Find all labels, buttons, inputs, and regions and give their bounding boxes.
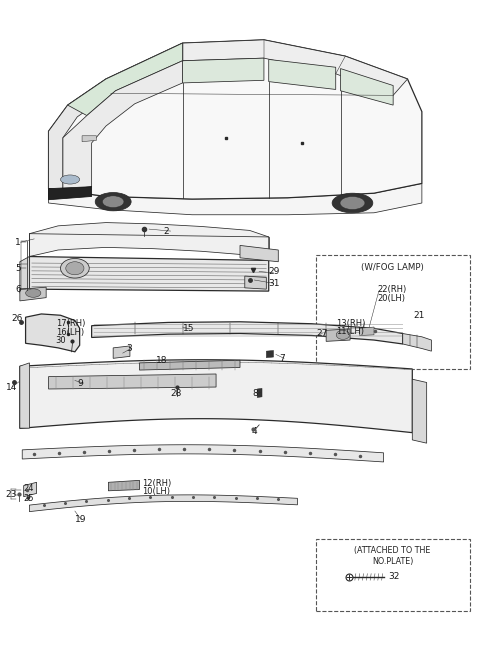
- Polygon shape: [29, 256, 269, 291]
- Ellipse shape: [60, 258, 89, 278]
- Ellipse shape: [102, 196, 124, 207]
- Text: 7: 7: [279, 354, 285, 363]
- Polygon shape: [202, 240, 235, 248]
- Ellipse shape: [340, 196, 365, 209]
- Polygon shape: [326, 329, 350, 341]
- Polygon shape: [266, 351, 274, 358]
- Ellipse shape: [336, 330, 349, 339]
- Text: 15: 15: [182, 324, 194, 334]
- Polygon shape: [245, 276, 266, 289]
- Text: (ATTACHED TO THE
NO.PLATE): (ATTACHED TO THE NO.PLATE): [355, 545, 431, 566]
- Text: 8: 8: [252, 389, 258, 398]
- Polygon shape: [106, 239, 140, 247]
- Text: 28: 28: [170, 389, 182, 398]
- Polygon shape: [68, 43, 182, 116]
- Ellipse shape: [66, 262, 84, 275]
- Text: 22(RH): 22(RH): [378, 284, 407, 294]
- Text: 26: 26: [11, 314, 23, 323]
- Ellipse shape: [95, 192, 131, 211]
- Polygon shape: [403, 334, 432, 351]
- Polygon shape: [48, 183, 422, 215]
- Text: 29: 29: [269, 267, 280, 276]
- Text: 13(RH): 13(RH): [336, 318, 365, 328]
- Text: 24: 24: [24, 485, 34, 493]
- Polygon shape: [92, 322, 403, 344]
- Text: 14: 14: [6, 383, 18, 392]
- Polygon shape: [106, 40, 408, 95]
- Polygon shape: [412, 379, 427, 443]
- Polygon shape: [63, 61, 182, 190]
- Polygon shape: [269, 60, 336, 90]
- Polygon shape: [20, 360, 412, 433]
- Polygon shape: [48, 40, 422, 199]
- Polygon shape: [48, 374, 216, 389]
- Polygon shape: [182, 58, 264, 83]
- Text: 16(LH): 16(LH): [56, 328, 84, 337]
- Polygon shape: [240, 245, 278, 262]
- Text: 25: 25: [24, 494, 34, 503]
- Polygon shape: [20, 363, 29, 428]
- Polygon shape: [360, 327, 374, 336]
- Text: 6: 6: [15, 284, 21, 294]
- Polygon shape: [48, 79, 111, 190]
- Polygon shape: [154, 237, 187, 245]
- Text: 1: 1: [15, 237, 21, 247]
- Text: 11(LH): 11(LH): [336, 327, 364, 336]
- Text: 21: 21: [413, 311, 425, 320]
- Polygon shape: [24, 482, 36, 496]
- Polygon shape: [108, 481, 140, 490]
- Text: 5: 5: [15, 264, 21, 273]
- Polygon shape: [29, 495, 298, 511]
- Text: 19: 19: [75, 515, 86, 524]
- Text: 4: 4: [252, 427, 258, 436]
- Text: (W/FOG LAMP): (W/FOG LAMP): [361, 263, 424, 272]
- Text: 32: 32: [388, 572, 400, 581]
- Polygon shape: [257, 388, 262, 398]
- Polygon shape: [20, 256, 29, 293]
- Polygon shape: [25, 314, 80, 352]
- Polygon shape: [340, 69, 393, 105]
- Text: 9: 9: [77, 379, 83, 388]
- Text: 27: 27: [317, 329, 328, 338]
- Ellipse shape: [25, 289, 41, 298]
- Text: 18: 18: [156, 356, 168, 365]
- Polygon shape: [82, 136, 96, 142]
- Text: 12(RH): 12(RH): [142, 479, 171, 488]
- Polygon shape: [113, 346, 130, 358]
- Text: 3: 3: [126, 344, 132, 353]
- Text: 30: 30: [56, 336, 66, 345]
- Polygon shape: [22, 445, 384, 462]
- Polygon shape: [20, 287, 46, 301]
- Polygon shape: [140, 360, 240, 370]
- Ellipse shape: [332, 193, 373, 213]
- Text: 17(RH): 17(RH): [56, 319, 85, 328]
- Ellipse shape: [60, 175, 80, 184]
- Polygon shape: [29, 222, 269, 260]
- Text: 20(LH): 20(LH): [378, 294, 406, 303]
- Polygon shape: [48, 186, 92, 199]
- Text: 10(LH): 10(LH): [142, 487, 170, 496]
- Text: 31: 31: [269, 279, 280, 288]
- Text: 2: 2: [163, 226, 169, 235]
- Text: 23: 23: [5, 490, 17, 499]
